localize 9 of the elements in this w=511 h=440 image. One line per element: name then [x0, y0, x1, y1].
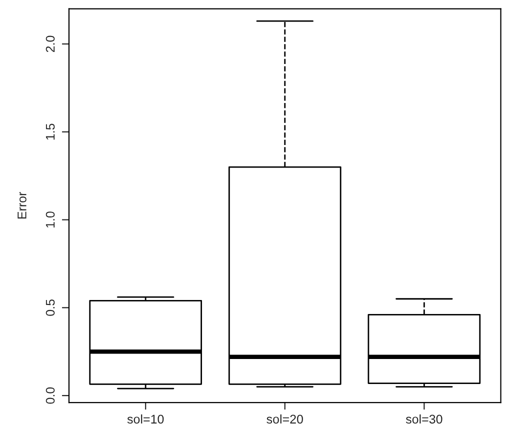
- y-tick-label: 2.0: [46, 36, 55, 52]
- x-tick-label: sol=20: [266, 414, 303, 424]
- x-tick-label: sol=10: [127, 414, 164, 424]
- y-axis-title: Error: [18, 192, 26, 219]
- x-tick-label: sol=30: [406, 414, 442, 424]
- y-tick-label: 1.0: [46, 212, 55, 228]
- y-tick-label: 1.5: [46, 124, 55, 140]
- y-tick-label: 0.5: [46, 300, 55, 316]
- y-tick-label: 0.0: [46, 387, 55, 404]
